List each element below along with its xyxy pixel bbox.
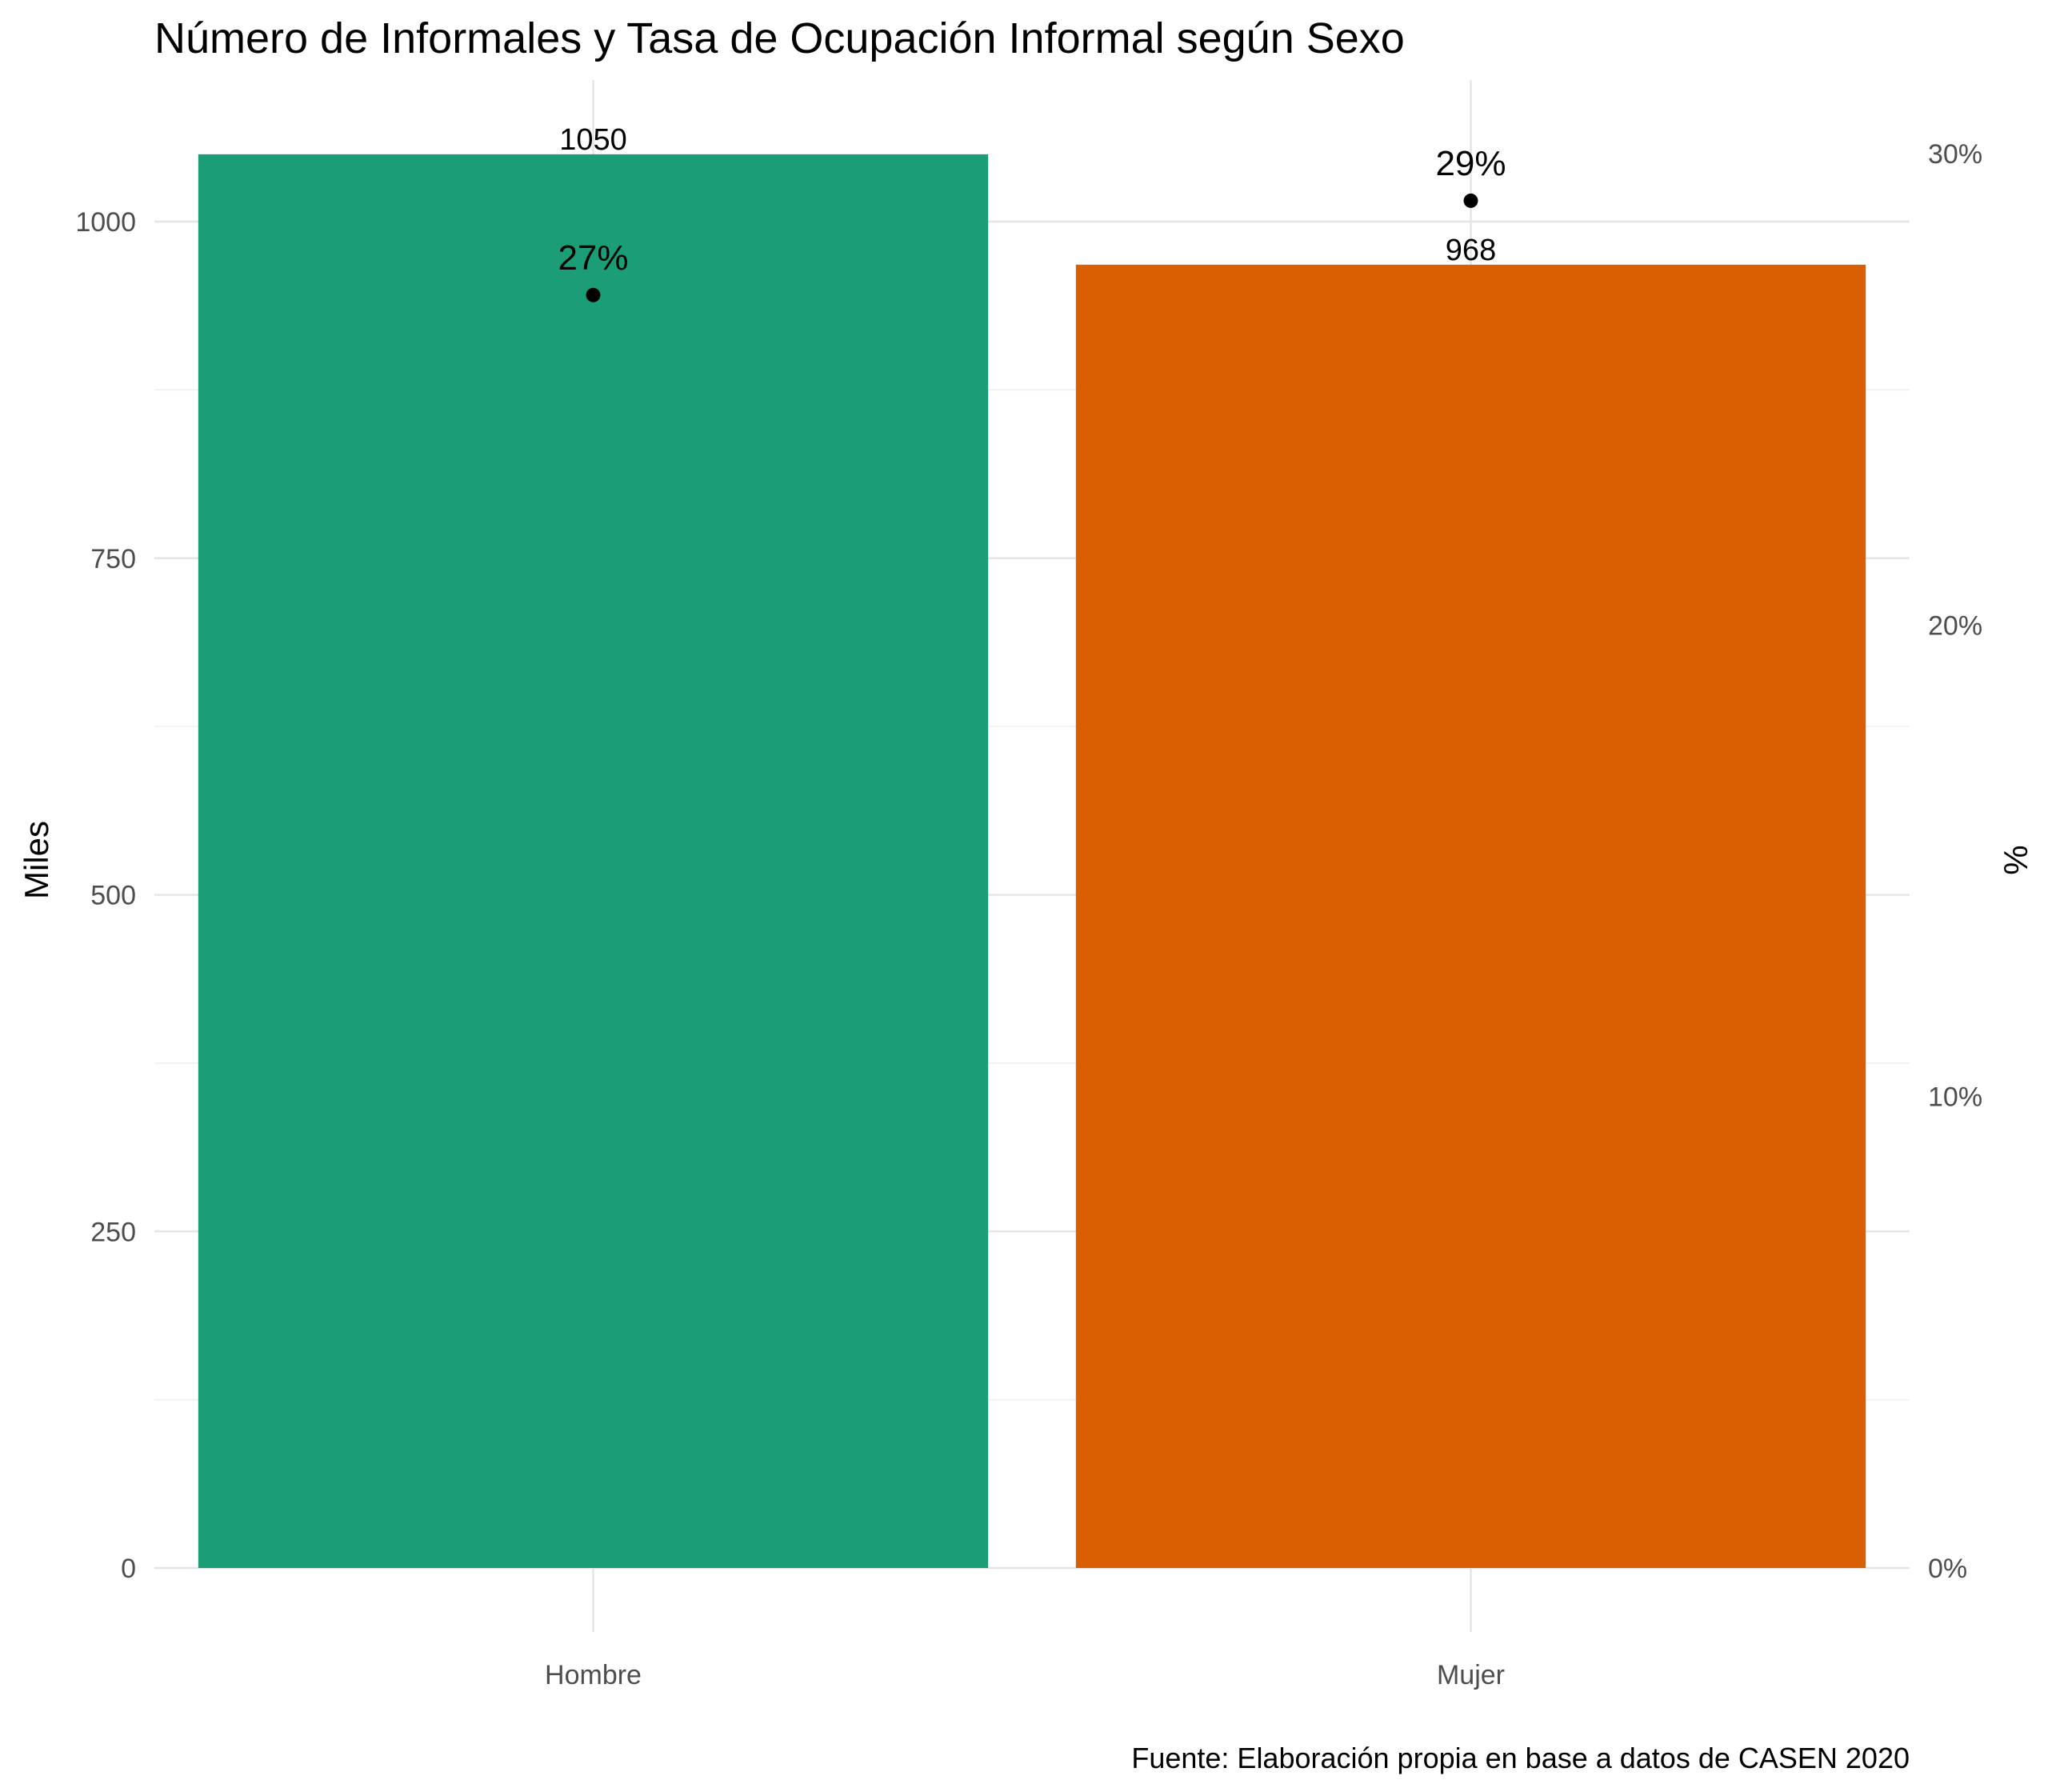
rate-label: 27% xyxy=(558,238,628,278)
rate-point xyxy=(1463,193,1478,208)
bar-value-label: 1050 xyxy=(559,123,627,157)
bar xyxy=(198,154,989,1569)
y-tick-label: 750 xyxy=(90,544,136,574)
bar xyxy=(1075,264,1866,1569)
bar-value-label: 968 xyxy=(1446,234,1496,267)
rate-point xyxy=(586,287,601,302)
y-axis-title: Miles xyxy=(18,821,55,899)
y2-tick-label: 20% xyxy=(1928,610,1982,641)
axes: 0 250 500 750 1000 0% 10% 20% 30% Hombre Mujer xyxy=(75,139,1982,1690)
y2-tick-label: 0% xyxy=(1928,1554,1967,1584)
y2-axis-title: % xyxy=(1997,845,2034,874)
rate-label: 29% xyxy=(1435,144,1506,183)
bar-value-labels: 1050 968 xyxy=(559,123,1496,267)
chart-title: Número de Informales y Tasa de Ocupación… xyxy=(154,14,1405,62)
y-tick-label: 0 xyxy=(121,1554,136,1584)
x-tick-label: Mujer xyxy=(1437,1660,1505,1690)
y2-tick-label: 10% xyxy=(1928,1082,1982,1113)
y-tick-label: 1000 xyxy=(75,207,136,238)
bars xyxy=(198,154,1866,1569)
x-tick-label: Hombre xyxy=(545,1660,642,1690)
y-tick-label: 250 xyxy=(90,1217,136,1247)
y2-tick-label: 30% xyxy=(1928,139,1982,170)
chart-caption: Fuente: Elaboración propia en base a dat… xyxy=(1131,1742,1910,1774)
y-tick-label: 500 xyxy=(90,881,136,911)
rate-points: 27% 29% xyxy=(558,144,1506,302)
